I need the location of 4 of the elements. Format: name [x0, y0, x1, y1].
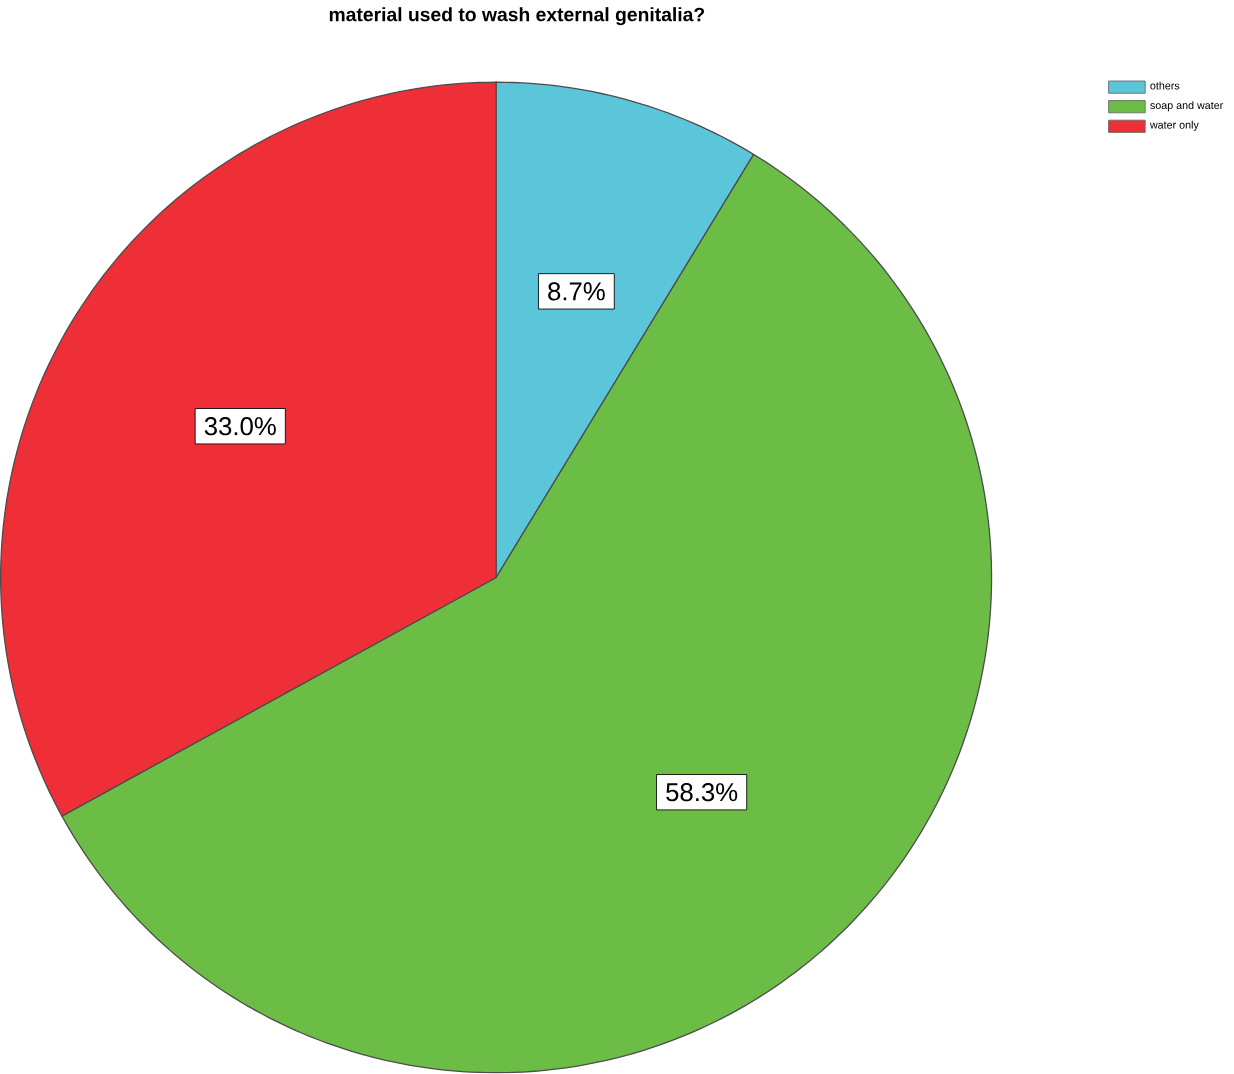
data-label: 8.7% — [548, 282, 605, 301]
data-label: 33.0% — [204, 417, 276, 436]
data-label: 58.3% — [666, 783, 738, 802]
chart-title: material used to wash external genitalia? — [329, 7, 705, 26]
